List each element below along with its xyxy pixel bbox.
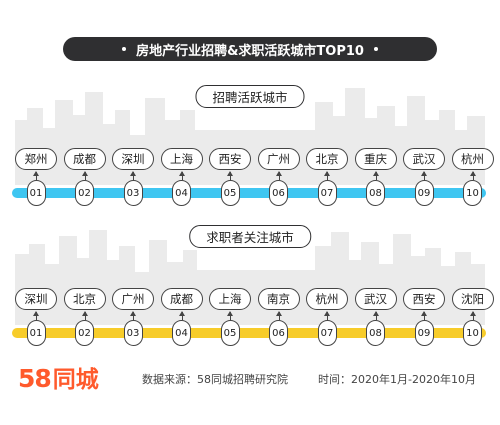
arrow-icon [324, 311, 330, 320]
city-label: 成都 [63, 148, 106, 170]
city-label: 重庆 [354, 148, 397, 170]
rank-badge: 09 [414, 320, 434, 346]
arrow-icon [275, 311, 282, 320]
time-range: 时间：2020年1月-2020年10月 [318, 373, 476, 386]
rank-badge: 09 [414, 180, 434, 206]
city-label: 深圳 [15, 288, 57, 310]
seeker-city-list: 深圳 01 北京 02 广州 03 成都 04 上海 05 南京 06 杭州 07 武汉 08 西安 09 沈阳 10 [0, 220, 500, 346]
hiring-subtitle: 招聘活跃城市 [195, 85, 305, 108]
seeker-subtitle: 求职者关注城市 [189, 225, 311, 248]
city-label: 武汉 [403, 148, 445, 170]
rank-bar [12, 188, 486, 198]
city-label: 南京 [257, 288, 300, 310]
city-label: 西安 [209, 148, 251, 170]
hiring-city-list: 郑州 01 成都 02 深圳 03 上海 04 西安 05 广州 06 北京 07 重庆 08 武汉 09 杭州 10 [0, 80, 500, 206]
arrow-icon [324, 171, 330, 180]
arrow-icon [130, 311, 136, 320]
rank-badge: 05 [220, 320, 240, 346]
city-label: 郑州 [15, 148, 57, 170]
rank-badge: 08 [366, 180, 385, 206]
city-label: 成都 [160, 288, 203, 310]
rank-badge: 05 [220, 180, 240, 206]
rank-badge: 10 [463, 180, 482, 206]
arrow-icon [372, 171, 379, 180]
title-dot-left [122, 47, 127, 51]
city-label: 杭州 [451, 148, 494, 170]
rank-bar [12, 328, 486, 338]
arrow-icon [33, 311, 39, 320]
arrow-icon [130, 171, 136, 180]
rank-badge: 02 [75, 320, 94, 346]
city-label: 西安 [403, 288, 445, 310]
rank-badge: 06 [269, 320, 288, 346]
city-label: 北京 [306, 148, 348, 170]
page-title: 房地产行业招聘&求职活跃城市TOP10 [63, 37, 437, 61]
arrow-icon [81, 311, 88, 320]
rank-badge: 03 [123, 180, 143, 206]
arrow-icon [227, 171, 233, 180]
rank-badge: 04 [172, 180, 191, 206]
city-label: 广州 [112, 288, 154, 310]
arrow-icon [275, 171, 282, 180]
arrow-icon [178, 311, 185, 320]
rank-badge: 07 [317, 320, 337, 346]
arrow-icon [227, 311, 233, 320]
city-label: 沈阳 [451, 288, 494, 310]
rank-badge: 01 [26, 180, 46, 206]
rank-badge: 01 [26, 320, 46, 346]
logo-number: 58 [18, 364, 52, 393]
city-label: 上海 [160, 148, 203, 170]
title-text: 房地产行业招聘&求职活跃城市TOP10 [136, 43, 364, 59]
arrow-icon [469, 171, 476, 180]
city-label: 深圳 [112, 148, 154, 170]
city-label: 杭州 [306, 288, 348, 310]
data-source: 数据来源：58同城招聘研究院 [142, 373, 288, 386]
city-label: 武汉 [354, 288, 397, 310]
rank-badge: 04 [172, 320, 191, 346]
city-label: 北京 [63, 288, 106, 310]
arrow-icon [469, 311, 476, 320]
brand-logo: 58 同城 [18, 360, 99, 394]
rank-badge: 03 [123, 320, 143, 346]
rank-badge: 07 [317, 180, 337, 206]
arrow-icon [372, 311, 379, 320]
rank-badge: 06 [269, 180, 288, 206]
rank-badge: 10 [463, 320, 482, 346]
arrow-icon [33, 171, 39, 180]
arrow-icon [421, 171, 427, 180]
arrow-icon [81, 171, 88, 180]
footer: 58 同城 数据来源：58同城招聘研究院 时间：2020年1月-2020年10月 [0, 360, 500, 400]
arrow-icon [178, 171, 185, 180]
rank-badge: 08 [366, 320, 385, 346]
city-label: 广州 [257, 148, 300, 170]
logo-text: 同城 [52, 367, 99, 393]
city-label: 上海 [209, 288, 251, 310]
rank-badge: 02 [75, 180, 94, 206]
title-dot-right [373, 47, 378, 51]
arrow-icon [421, 311, 427, 320]
